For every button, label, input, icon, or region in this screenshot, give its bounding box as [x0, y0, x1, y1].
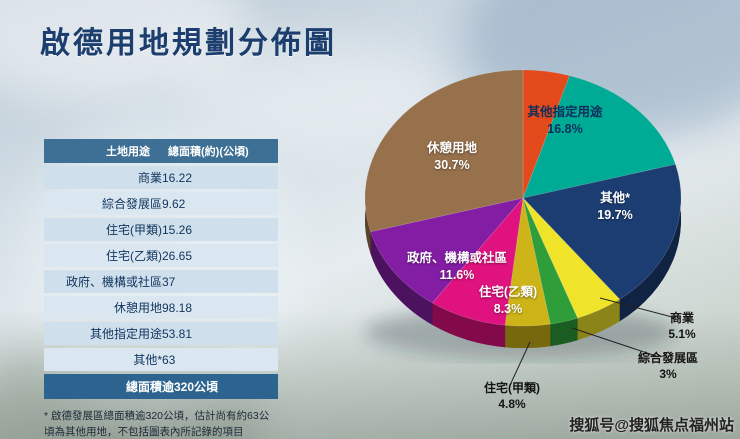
pie-label-text: 綜合發展區: [637, 351, 698, 365]
pie-label-open-space: 休憩用地 30.7%: [396, 140, 508, 174]
table-row: 住宅(甲類) 15.26: [44, 218, 278, 241]
watermark: 搜狐号@搜狐焦点福州站: [569, 417, 734, 434]
table-row: 商業 16.22: [44, 166, 278, 189]
table-cell-label: 住宅(甲類): [44, 218, 162, 241]
pie-label-pct: 3%: [659, 367, 677, 382]
pie-label-residential-a: 住宅(甲類) 4.8%: [462, 380, 562, 412]
pie-label-pct: 30.7%: [434, 157, 470, 172]
table-row: 政府、機構或社區 37: [44, 270, 278, 293]
pie-leader-lines: [510, 297, 677, 384]
table-cell-label: 其他*: [44, 348, 162, 371]
page-title: 啟德用地規劃分佈圖: [40, 27, 337, 60]
pie-label-text: 休憩用地: [426, 141, 477, 155]
table-total-row: 總面積 逾320公頃: [44, 374, 278, 399]
pie-label-text: 住宅(乙類): [478, 285, 538, 299]
table-cell-value: 98.18: [162, 296, 278, 319]
table-cell-value: 53.81: [162, 322, 278, 345]
pie-label-government-institution-community: 政府、機構或社區 11.6%: [390, 250, 524, 284]
pie-label-pct: 19.7%: [597, 207, 633, 222]
pie-label-pct: 11.6%: [439, 267, 475, 282]
land-use-table: 土地用途 總面積(約)(公頃) 商業 16.22 綜合發展區 9.62 住宅(甲…: [44, 136, 278, 439]
table-header-land-use: 土地用途: [44, 139, 162, 163]
table-total-value: 逾320公頃: [162, 374, 278, 399]
pie-label-others: 其他* 19.7%: [575, 190, 655, 224]
pie-label-text: 政府、機構或社區: [406, 251, 507, 265]
table-row: 其他* 63: [44, 348, 278, 371]
table-row: 休憩用地 98.18: [44, 296, 278, 319]
pie-label-other-specified-uses: 其他指定用途 16.8%: [500, 104, 630, 138]
pie-label-text: 住宅(甲類): [484, 381, 540, 395]
pie-label-pct: 8.3%: [493, 301, 523, 316]
table-cell-value: 37: [162, 270, 278, 293]
footnote: * 啟德發展區總面積逾320公頃，估計尚有約63公頃為其他用地，不包括圖表內所記…: [44, 410, 270, 439]
table-cell-label: 綜合發展區: [44, 192, 162, 215]
pie-label-pct: 4.8%: [498, 397, 526, 412]
table-cell-value: 15.26: [162, 218, 278, 241]
pie-label-text: 商業: [669, 311, 694, 325]
table-row: 綜合發展區 9.62: [44, 192, 278, 215]
table-cell-value: 26.65: [162, 244, 278, 267]
table-row: 其他指定用途 53.81: [44, 322, 278, 345]
table-cell-label: 休憩用地: [44, 296, 162, 319]
table-cell-value: 9.62: [162, 192, 278, 215]
table-cell-label: 政府、機構或社區: [44, 270, 162, 293]
table-cell-label: 商業: [44, 166, 162, 189]
table-cell-label: 住宅(乙類): [44, 244, 162, 267]
table-cell-value: 16.22: [162, 166, 278, 189]
table-cell-value: 63: [162, 348, 278, 371]
pie-label-commercial: 商業 5.1%: [652, 310, 712, 342]
pie-label-text: 其他指定用途: [527, 105, 603, 119]
pie-label-text: 其他*: [600, 191, 630, 205]
table-header-row: 土地用途 總面積(約)(公頃): [44, 139, 278, 163]
pie-label-pct: 16.8%: [547, 121, 583, 136]
table-header-area: 總面積(約)(公頃): [162, 139, 278, 163]
pie-wedges: [364, 69, 682, 349]
table-cell-label: 其他指定用途: [44, 322, 162, 345]
pie-label-comprehensive-development: 綜合發展區 3%: [618, 350, 718, 382]
pie-label-residential-b: 住宅(乙類) 8.3%: [460, 284, 556, 318]
land-use-table-grid: 土地用途 總面積(約)(公頃) 商業 16.22 綜合發展區 9.62 住宅(甲…: [44, 136, 278, 402]
table-row: 住宅(乙類) 26.65: [44, 244, 278, 267]
table-total-label: 總面積: [44, 374, 162, 399]
pie-label-pct: 5.1%: [668, 327, 696, 342]
